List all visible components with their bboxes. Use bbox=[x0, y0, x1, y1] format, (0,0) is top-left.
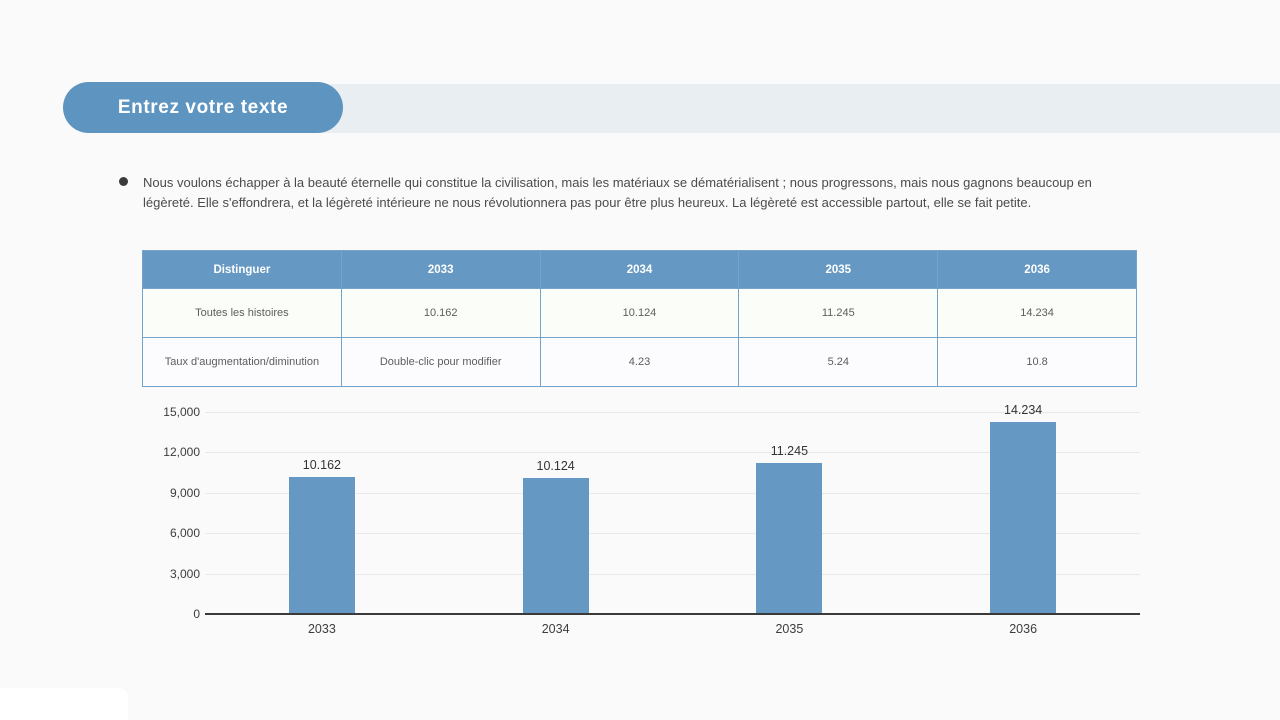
table-cell[interactable]: 10.8 bbox=[937, 337, 1137, 387]
table-header-row: Distinguer 2033 2034 2035 2036 bbox=[142, 250, 1137, 289]
bar-value-label: 10.124 bbox=[536, 459, 575, 473]
y-tick-label: 6,000 bbox=[169, 526, 200, 541]
bar-group-2035: 11.245 bbox=[673, 412, 907, 614]
body-paragraph[interactable]: Nous voulons échapper à la beauté éterne… bbox=[143, 175, 1092, 210]
bar-2034[interactable] bbox=[522, 478, 589, 614]
gridline bbox=[205, 573, 1140, 575]
table-header-cell[interactable]: 2035 bbox=[738, 250, 939, 289]
table-cell[interactable]: 10.124 bbox=[539, 288, 740, 338]
title-pill[interactable]: Entrez votre texte bbox=[63, 82, 343, 133]
page-title: Entrez votre texte bbox=[117, 96, 289, 118]
table-header-cell[interactable]: Distinguer bbox=[142, 250, 342, 289]
table-cell[interactable]: Toutes les histoires bbox=[142, 288, 342, 338]
table-cell[interactable]: 10.162 bbox=[340, 288, 541, 338]
table-header-cell[interactable]: 2033 bbox=[340, 250, 541, 289]
gridline bbox=[205, 452, 1140, 454]
table-cell[interactable]: Double-clic pour modifier bbox=[340, 337, 541, 387]
title-band bbox=[200, 84, 1280, 133]
chart-y-axis: 15,000 12,000 9,000 6,000 3,000 0 bbox=[142, 405, 200, 621]
table-header-cell[interactable]: 2036 bbox=[937, 250, 1137, 289]
bottom-left-panel bbox=[0, 688, 128, 720]
bar-value-label: 10.162 bbox=[302, 458, 341, 472]
y-tick-label: 0 bbox=[193, 607, 200, 621]
bar-2036[interactable] bbox=[990, 422, 1057, 614]
x-axis-line bbox=[205, 613, 1140, 615]
data-table[interactable]: Distinguer 2033 2034 2035 2036 Toutes le… bbox=[142, 250, 1137, 387]
bar-group-2034: 10.124 bbox=[439, 412, 673, 614]
table-row: Taux d'augmentation/diminution Double-cl… bbox=[142, 337, 1137, 387]
bar-value-label: 14.234 bbox=[1004, 403, 1043, 417]
bar-value-label: 11.245 bbox=[770, 444, 809, 458]
table-cell[interactable]: 11.245 bbox=[738, 288, 939, 338]
chart-plot: 10.162 10.124 11.245 14.234 bbox=[205, 403, 1140, 615]
gridline bbox=[205, 533, 1140, 535]
y-tick-label: 15,000 bbox=[163, 405, 200, 419]
bar-group-2033: 10.162 bbox=[205, 412, 439, 614]
y-tick-label: 3,000 bbox=[169, 566, 200, 581]
table-cell[interactable]: 4.23 bbox=[539, 337, 740, 387]
table-cell[interactable]: 5.24 bbox=[738, 337, 939, 387]
table-row: Toutes les histoires 10.162 10.124 11.24… bbox=[142, 288, 1137, 338]
x-tick-label: 2036 bbox=[1009, 622, 1038, 636]
table-cell[interactable]: 14.234 bbox=[937, 288, 1137, 338]
x-tick-label: 2033 bbox=[307, 622, 336, 636]
bar-2033[interactable] bbox=[288, 477, 355, 614]
y-tick-label: 9,000 bbox=[169, 485, 200, 500]
table-cell[interactable]: Taux d'augmentation/diminution bbox=[142, 337, 342, 387]
x-tick-label: 2034 bbox=[541, 622, 570, 636]
bar-group-2036: 14.234 bbox=[906, 403, 1140, 614]
x-tick-label: 2035 bbox=[775, 622, 804, 636]
bullet-marker bbox=[119, 177, 128, 186]
bar-2035[interactable] bbox=[756, 463, 823, 614]
gridline bbox=[205, 412, 1140, 413]
y-tick-label: 12,000 bbox=[163, 445, 200, 460]
table-header-cell[interactable]: 2034 bbox=[539, 250, 740, 289]
gridline bbox=[205, 492, 1140, 494]
bar-chart[interactable]: 15,000 12,000 9,000 6,000 3,000 0 10.162… bbox=[142, 403, 1140, 658]
chart-x-axis: 2033 2034 2035 2036 bbox=[205, 622, 1140, 642]
